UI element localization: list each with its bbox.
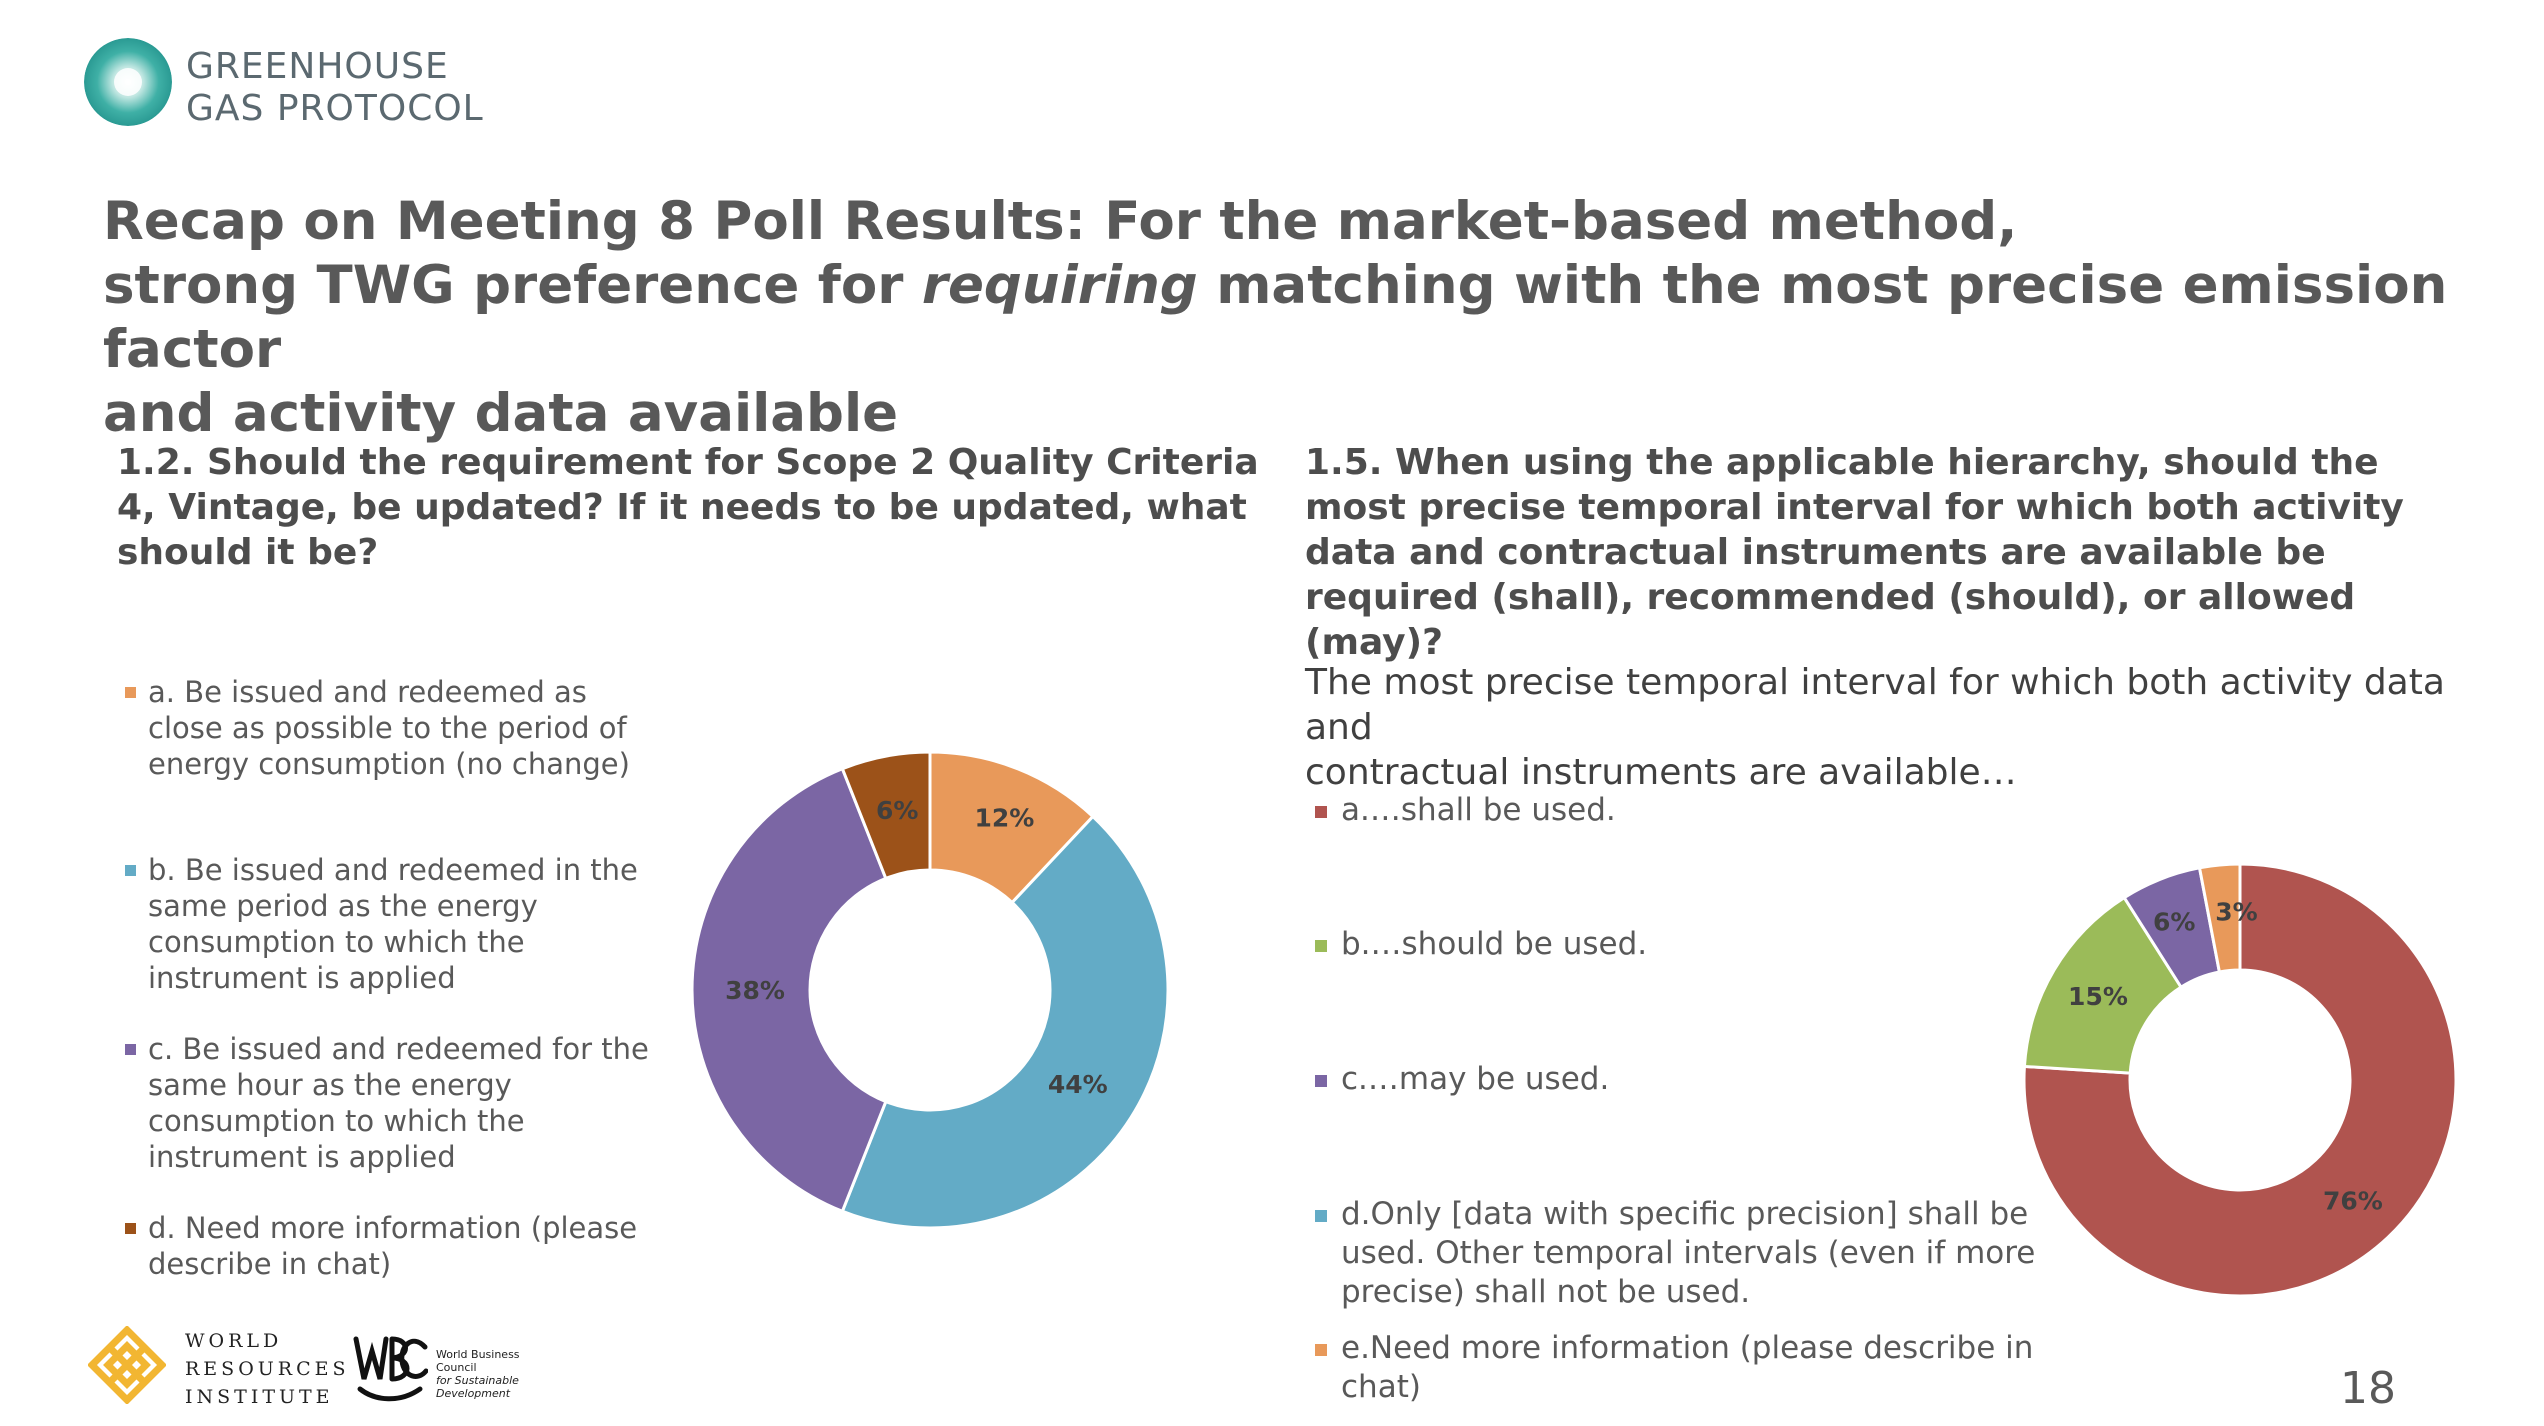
legend-label: b.…should be used. [1341,926,1647,962]
legend-swatch [125,687,136,698]
legend-label: a.…shall be used. [1341,792,1616,828]
title-line1: Recap on Meeting 8 Poll Results: For the… [103,190,2483,254]
poll1-donut-chart: 12% 44% 38% 6% [680,740,1180,1240]
poll2-legend-item-b: b.…should be used. [1305,925,2061,964]
poll1-legend-item-b: b. Be issued and redeemed in the same pe… [118,852,668,996]
poll1-question: 1.2. Should the requirement for Scope 2 … [117,440,1267,575]
legend-label: a. Be issued and redeemed as close as po… [148,675,630,781]
poll2-donut-chart: 76% 15% 6% 3% [2010,850,2470,1310]
org-name-line1: GREENHOUSE [186,46,484,88]
title-line2-emphasis: requiring [922,255,1198,316]
org-name: GREENHOUSE GAS PROTOCOL [186,46,484,130]
page-title: Recap on Meeting 8 Poll Results: For the… [103,190,2483,446]
legend-swatch [125,1223,136,1234]
legend-label: c.…may be used. [1341,1061,1609,1097]
wri-name: WORLD RESOURCES INSTITUTE [185,1327,350,1411]
poll1-legend-item-a: a. Be issued and redeemed as close as po… [118,674,668,782]
org-name-line2: GAS PROTOCOL [186,88,484,130]
wri-line3: INSTITUTE [185,1383,350,1411]
data-label-a: 12% [974,803,1034,832]
wbc-line1: World Business [436,1348,520,1361]
poll1-legend-item-d: d. Need more information (please describ… [118,1210,668,1282]
ghg-swirl-icon [84,38,172,126]
data-label-a: 76% [2323,1186,2383,1215]
legend-swatch [1315,1075,1327,1087]
page-number: 18 [2340,1363,2396,1414]
poll2-subtitle-line2: contractual instruments are available… [1305,750,2455,795]
poll2-subtitle: The most precise temporal interval for w… [1305,660,2455,795]
poll1-legend-item-c: c. Be issued and redeemed for the same h… [118,1031,668,1175]
legend-label: d.Only [data with specific precision] sh… [1341,1196,2035,1310]
wbc-line4: Development [436,1387,520,1400]
poll2-subtitle-line1: The most precise temporal interval for w… [1305,660,2455,750]
poll2-legend-item-a: a.…shall be used. [1305,791,2061,830]
legend-swatch [125,865,136,876]
wbcsd-name: World Business Council for Sustainable D… [436,1348,520,1400]
title-line2-pre: strong TWG preference for [103,255,922,316]
title-line3: and activity data available [103,382,2483,446]
wri-knot-icon [88,1326,166,1404]
data-label-c: 38% [725,976,785,1005]
wbcsd-logo-icon [350,1325,428,1407]
data-label-b: 15% [2068,982,2128,1011]
donut-slice-c [692,769,886,1212]
legend-swatch [1315,1210,1327,1222]
legend-swatch [1315,1344,1327,1356]
poll2-legend-item-e: e.Need more information (please describe… [1305,1329,2061,1407]
legend-label: e.Need more information (please describe… [1341,1330,2033,1405]
data-label-d: 6% [876,796,918,825]
data-label-c: 6% [2153,908,2195,937]
legend-label: c. Be issued and redeemed for the same h… [148,1032,649,1174]
wbc-line3: for Sustainable [436,1374,520,1387]
data-label-e: 3% [2215,898,2257,927]
legend-label: d. Need more information (please describ… [148,1211,637,1281]
poll2-legend-item-c: c.…may be used. [1305,1060,2061,1099]
data-label-b: 44% [1048,1070,1108,1099]
legend-swatch [1315,806,1327,818]
legend-swatch [1315,940,1327,952]
poll2-legend-item-d: d.Only [data with specific precision] sh… [1305,1195,2061,1312]
wri-line2: RESOURCES [185,1355,350,1383]
legend-label: b. Be issued and redeemed in the same pe… [148,853,638,995]
legend-swatch [125,1044,136,1055]
wri-line1: WORLD [185,1327,350,1355]
wbc-line2: Council [436,1361,520,1374]
title-line2: strong TWG preference for requiring matc… [103,254,2483,382]
poll2-question: 1.5. When using the applicable hierarchy… [1305,440,2455,665]
